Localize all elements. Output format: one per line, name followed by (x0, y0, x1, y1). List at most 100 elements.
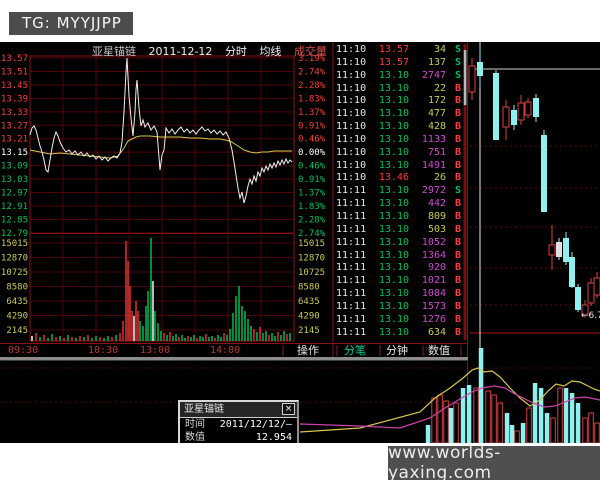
minute-volume-bar (226, 335, 228, 341)
tab-item[interactable]: 数值 (428, 344, 450, 357)
minute-volume-bar (139, 321, 141, 341)
minute-volume-bar (265, 331, 267, 341)
chart-date: 2011-12-12 (148, 45, 213, 58)
price-axis-label: 13.57 (1, 54, 28, 64)
daily-volume-bar-down (504, 413, 510, 443)
tick-flag: B (454, 288, 461, 300)
ma-legend-label: 均线 (259, 45, 282, 58)
tab-item[interactable]: 操作 (297, 343, 319, 357)
tick-volume: 2972 (421, 185, 446, 197)
minute-volume-bar (91, 338, 93, 341)
percent-axis-label: 0.46% (298, 135, 326, 145)
volume-axis-label-left: 4290 (6, 312, 28, 322)
tab-active[interactable]: 分笔 (344, 343, 366, 357)
tick-flag: S (454, 44, 461, 55)
price-axis-label: 13.51 (1, 67, 28, 77)
minute-volume-bar (67, 335, 69, 341)
minute-volume-bar (241, 306, 243, 341)
watermark-tag: TG: MYYJJPP (9, 12, 133, 35)
minute-volume-bar (172, 336, 174, 341)
minute-volume-bar (160, 331, 162, 341)
tick-flag: B (454, 146, 461, 158)
tick-trade-list: 11:10 13.57 34 S 11:10 13.57 137 S 11:10 13.10 274… (334, 44, 464, 339)
tick-row: 11:10 13.10 2747 S (334, 70, 464, 83)
tick-row: 11:10 13.10 172 B (334, 95, 464, 108)
tick-row: 11:11 13.10 1021 B (334, 275, 464, 288)
minute-volume-bar (87, 335, 89, 341)
volume-axis-label-left: 15015 (1, 239, 28, 249)
tick-volume: 2747 (421, 69, 446, 81)
tick-price: 13.10 (378, 313, 409, 325)
minute-volume-bar (111, 337, 113, 341)
tick-price: 13.10 (378, 121, 409, 133)
tick-price: 13.10 (378, 210, 409, 222)
daily-volume-bar-down (575, 403, 581, 443)
minute-volume-bar (283, 331, 285, 341)
tick-price: 13.10 (378, 185, 409, 197)
tab-item[interactable]: 分钟 (386, 343, 408, 357)
tick-volume: 477 (427, 108, 446, 120)
tooltip-title-bar[interactable]: 亚星锚链 × (180, 402, 297, 418)
minute-volume-bar (202, 337, 204, 341)
close-icon[interactable]: × (282, 403, 295, 415)
candle-body-doji (556, 242, 562, 257)
minute-volume-bar (75, 338, 77, 341)
daily-volume-bar-up (443, 400, 449, 443)
tick-price: 13.10 (378, 275, 409, 287)
tick-time: 11:11 (336, 275, 367, 287)
daily-volume-bar-down (448, 408, 454, 443)
tick-time: 11:10 (336, 82, 367, 94)
volume-axis-label-left: 10725 (1, 268, 28, 278)
candle-body-down (493, 73, 499, 140)
daily-volume-bar-down (532, 383, 538, 443)
daily-volume-bar-up (437, 394, 443, 443)
tick-flag: B (454, 313, 461, 325)
tick-time: 11:11 (336, 326, 367, 338)
tick-time: 11:11 (336, 185, 367, 197)
tick-scrollbar-thumb[interactable] (463, 50, 467, 105)
tick-row: 11:11 13.10 1364 B (334, 250, 464, 263)
minute-volume-bar (262, 333, 264, 341)
minute-volume-bar (286, 334, 288, 341)
minute-volume-bar (83, 337, 85, 341)
minute-volume-bar (142, 326, 144, 341)
tick-row: 11:11 13.10 634 B (334, 327, 464, 340)
daily-volume-bar-up (550, 417, 556, 443)
tick-time: 11:10 (336, 159, 367, 171)
tick-flag: B (454, 82, 461, 94)
tick-time: 11:10 (336, 121, 367, 133)
tick-row: 11:10 13.10 477 B (334, 108, 464, 121)
tick-row: 11:10 13.10 22 B (334, 83, 464, 96)
tick-flag: B (454, 133, 461, 145)
tick-row: 11:10 13.46 26 B (334, 172, 464, 185)
minute-volume-bar (47, 338, 49, 341)
minute-volume-bar (247, 319, 249, 341)
tick-row: 11:11 13.10 1573 B (334, 301, 464, 314)
tick-time: 11:10 (336, 172, 367, 184)
candle-body-down (575, 287, 581, 310)
daily-volume-bar-up (485, 390, 491, 443)
minute-volume-bar (244, 311, 246, 341)
tick-row: 11:11 13.10 503 B (334, 224, 464, 237)
candle-annotation: ←6.7 (581, 311, 600, 321)
tick-time: 11:10 (336, 108, 367, 120)
minute-volume-bar (39, 337, 41, 341)
tick-time: 11:11 (336, 210, 367, 222)
daily-volume-bar-up (491, 394, 497, 443)
daily-volume-bar-up (526, 407, 532, 443)
percent-axis-label: 2.28% (298, 81, 326, 91)
tick-flag: B (454, 249, 461, 261)
tick-row: 11:10 13.10 428 B (334, 121, 464, 134)
percent-axis-label: 1.37% (298, 108, 326, 118)
tick-volume: 503 (427, 223, 446, 235)
percent-axis-label: 0.00% (298, 148, 326, 158)
daily-volume-bar-up (497, 402, 503, 443)
daily-volume-bar-down (466, 385, 472, 443)
daily-volume-bar-down (544, 413, 550, 443)
charts-canvas: 13.57 3.19% 13.51 2.74% 13.45 2.28% 13.39 1.83%… (0, 42, 600, 443)
tooltip-value-row: 数值 12.954 (180, 431, 297, 443)
tick-flag: B (454, 326, 461, 338)
minute-volume-bar (271, 333, 273, 341)
minute-volume-bar (220, 337, 222, 341)
